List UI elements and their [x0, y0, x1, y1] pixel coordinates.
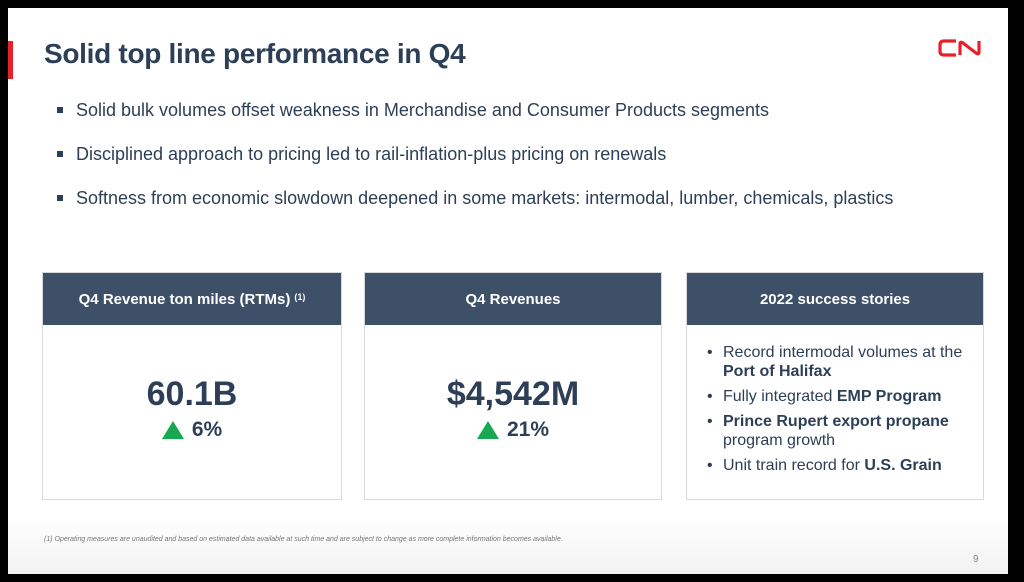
bullet-list: Solid bulk volumes offset weakness in Me…	[56, 98, 893, 230]
revenue-value: $4,542M	[446, 375, 580, 413]
story-item: • Unit train record for U.S. Grain	[707, 457, 942, 474]
square-bullet-icon	[57, 151, 63, 157]
bullet-item: Softness from economic slowdown deepened…	[56, 186, 893, 230]
bullet-dot-icon: •	[707, 344, 713, 361]
footnote-ref: (1)	[294, 292, 306, 302]
card-header: Q4 Revenue ton miles (RTMs) (1)	[43, 273, 341, 325]
revenue-card: Q4 Revenues $4,542M 21%	[364, 272, 662, 500]
bullet-item: Disciplined approach to pricing led to r…	[56, 142, 893, 186]
card-header: Q4 Revenues	[365, 273, 661, 325]
story-item: • Prince Rupert export propane program gr…	[707, 413, 949, 449]
revenue-change: 21%	[365, 418, 661, 442]
bullet-dot-icon: •	[707, 457, 713, 474]
rtm-card: Q4 Revenue ton miles (RTMs) (1) 60.1B 6%	[42, 272, 342, 500]
success-stories-card: 2022 success stories • Record intermodal …	[686, 272, 984, 500]
page-number: 9	[973, 554, 979, 565]
bullet-dot-icon: •	[707, 388, 713, 405]
square-bullet-icon	[57, 195, 63, 201]
rtm-value: 60.1B	[146, 375, 238, 413]
bullet-item: Solid bulk volumes offset weakness in Me…	[56, 98, 893, 142]
up-triangle-icon	[476, 421, 499, 439]
stories-list: • Record intermodal volumes at the Port o…	[687, 343, 983, 475]
card-header: 2022 success stories	[687, 273, 983, 325]
cn-logo-icon	[938, 39, 981, 57]
slide-title: Solid top line performance in Q4	[44, 38, 466, 69]
rtm-change: 6%	[43, 418, 341, 442]
story-item: • Record intermodal volumes at the Port o…	[707, 344, 963, 380]
footnote: (1) Operating measures are unaudited and…	[44, 536, 563, 543]
slide: Solid top line performance in Q4 Solid b…	[8, 8, 1008, 574]
story-item: • Fully integrated EMP Program	[707, 388, 942, 405]
bullet-dot-icon: •	[707, 413, 713, 430]
up-triangle-icon	[161, 421, 184, 439]
accent-bar	[8, 41, 13, 79]
square-bullet-icon	[57, 107, 63, 113]
